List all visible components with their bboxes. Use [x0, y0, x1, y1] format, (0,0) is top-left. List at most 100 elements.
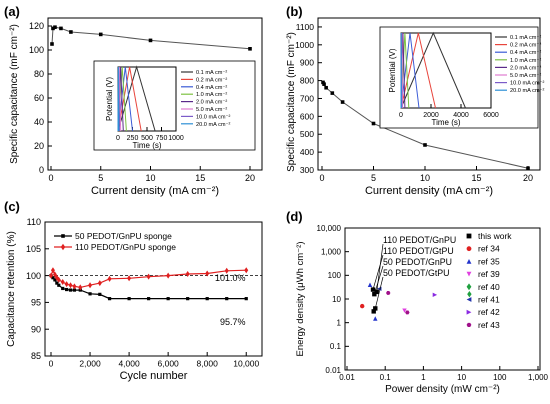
c-data-point — [72, 288, 77, 292]
c-data-point — [147, 297, 151, 301]
c-xlabel: Cycle number — [120, 370, 188, 382]
b-x-tick-label: 10 — [420, 173, 430, 183]
d-xlabel: Power density (mW cm⁻²) — [385, 384, 500, 395]
a-inset-legend-label: 0.2 mA cm⁻² — [196, 77, 227, 83]
d-point-label: 110 PEDOT/GtPU — [383, 246, 454, 256]
a-y-tick-label: 100 — [29, 45, 44, 55]
c-data-point — [50, 267, 55, 274]
c-data-point — [72, 283, 77, 290]
a-data-point — [148, 38, 153, 43]
a-y-tick-label: 60 — [34, 93, 44, 103]
b-inset-curve — [400, 31, 466, 109]
a-y-tick-label: 80 — [34, 69, 44, 79]
a-inset-curve — [117, 65, 156, 132]
a-y-tick-label: 40 — [34, 117, 44, 127]
d-data-point — [360, 303, 365, 309]
c-data-point — [107, 297, 112, 301]
d-point-label-leader — [374, 265, 384, 295]
b-y-tick-label: 900 — [300, 58, 314, 68]
b-y-tick-label: 400 — [300, 147, 314, 157]
d-x-tick-label: 1,000 — [528, 373, 549, 382]
c-x-tick-label: 8,000 — [197, 359, 219, 369]
c-x-tick-label: 10,000 — [233, 359, 259, 369]
a-inset-legend-label: 0.1 mA cm⁻² — [196, 70, 227, 76]
c-data-point — [205, 270, 210, 277]
d-x-tick-label: 100 — [493, 373, 507, 382]
c-y-tick-label: 100 — [26, 271, 41, 281]
c-data-point — [127, 275, 132, 282]
c-y-tick-label: 110 — [27, 217, 41, 227]
panel-d-label: (d) — [286, 209, 303, 224]
c-y-tick-label: 90 — [31, 324, 41, 334]
d-point-label: 50 PEDOT/GnPU — [383, 257, 452, 267]
c-data-point — [107, 275, 112, 282]
b-inset-curve — [400, 32, 436, 109]
b-y-tick-label: 1000 — [295, 40, 314, 50]
a-data-point — [59, 26, 63, 31]
a-plot-frame — [47, 17, 263, 171]
b-data-point — [423, 143, 427, 147]
d-x-tick-label: 10 — [457, 373, 466, 382]
d-y-tick-label: 10 — [332, 295, 341, 304]
a-inset-x-tick-label: 250 — [127, 135, 139, 142]
d-x-tick-label: 0.1 — [380, 373, 392, 382]
a-inset-x-tick-label: 500 — [141, 135, 153, 142]
c-data-point — [88, 292, 92, 296]
d-data-point — [405, 310, 410, 315]
a-data-point — [69, 30, 73, 34]
d-legend-label: ref 40 — [478, 282, 500, 292]
b-inset-ylabel: Potential (V) — [388, 48, 397, 92]
c-y-tick-label: 95 — [31, 298, 41, 308]
d-data-point — [432, 292, 438, 298]
c-data-point — [205, 297, 209, 301]
d-y-tick-label: 1,000 — [321, 247, 342, 256]
c-legend-label: 110 PEDOT/GnPU sponge — [75, 242, 176, 252]
d-y-tick-label: 0.01 — [325, 366, 341, 375]
a-inset-legend-label: 10.0 mA cm⁻² — [196, 114, 230, 120]
a-inset-legend-label: 2.0 mA cm⁻² — [196, 100, 227, 106]
c-data-point — [185, 270, 190, 277]
d-legend-label: this work — [478, 231, 512, 241]
d-legend-marker — [466, 322, 472, 327]
b-y-tick-label: 300 — [300, 165, 314, 175]
a-data-point — [50, 42, 54, 46]
b-data-point — [324, 85, 328, 90]
b-inset-legend-label: 10.0 mA cm⁻² — [510, 81, 544, 87]
d-data-point — [467, 290, 472, 298]
panel-a: (a) 0 5 10 15 20 0 20 40 60 80 100 120 Current densi… — [4, 4, 263, 197]
b-x-tick-label: 5 — [371, 173, 376, 183]
b-data-point — [526, 166, 530, 171]
c-legend-label: 50 PEDOT/GnPU sponge — [75, 231, 172, 241]
b-inset-legend-label: 20.0 mA cm⁻² — [510, 88, 544, 94]
c-data-point — [64, 281, 69, 288]
a-x-tick-label: 10 — [145, 173, 155, 183]
b-inset-x-tick-label: 0 — [399, 112, 403, 119]
d-legend-marker — [466, 233, 472, 239]
a-y-tick-label: 0 — [39, 165, 44, 175]
panel-a-label: (a) — [4, 4, 20, 19]
a-inset-x-tick-label: 750 — [156, 135, 168, 142]
b-inset-xlabel: Time (s) — [431, 118, 460, 127]
a-x-tick-label: 20 — [245, 173, 255, 183]
a-data-point — [53, 25, 57, 29]
b-data-point — [340, 100, 345, 104]
d-legend-marker — [466, 309, 472, 315]
c-data-point — [186, 297, 190, 301]
c-data-point — [146, 273, 151, 280]
c-data-point — [51, 276, 55, 280]
c-data-point — [52, 271, 57, 278]
a-inset-x-tick-label: 1000 — [168, 135, 184, 142]
b-x-tick-label: 0 — [319, 173, 324, 183]
c-x-tick-label: 4,000 — [118, 359, 140, 369]
b-x-tick-label: 15 — [471, 173, 481, 183]
b-inset-x-tick-label: 6000 — [483, 112, 499, 119]
c-data-point — [225, 297, 229, 301]
d-x-tick-label: 1 — [421, 373, 426, 382]
b-inset-legend-label: 2.0 mA cm⁻² — [510, 65, 541, 71]
b-y-tick-label: 800 — [300, 76, 314, 86]
d-legend-label: ref 41 — [478, 295, 500, 305]
c-data-point — [88, 282, 93, 289]
b-data-point — [322, 82, 326, 86]
c-legend-marker — [61, 234, 65, 238]
b-y-tick-label: 700 — [300, 93, 314, 103]
